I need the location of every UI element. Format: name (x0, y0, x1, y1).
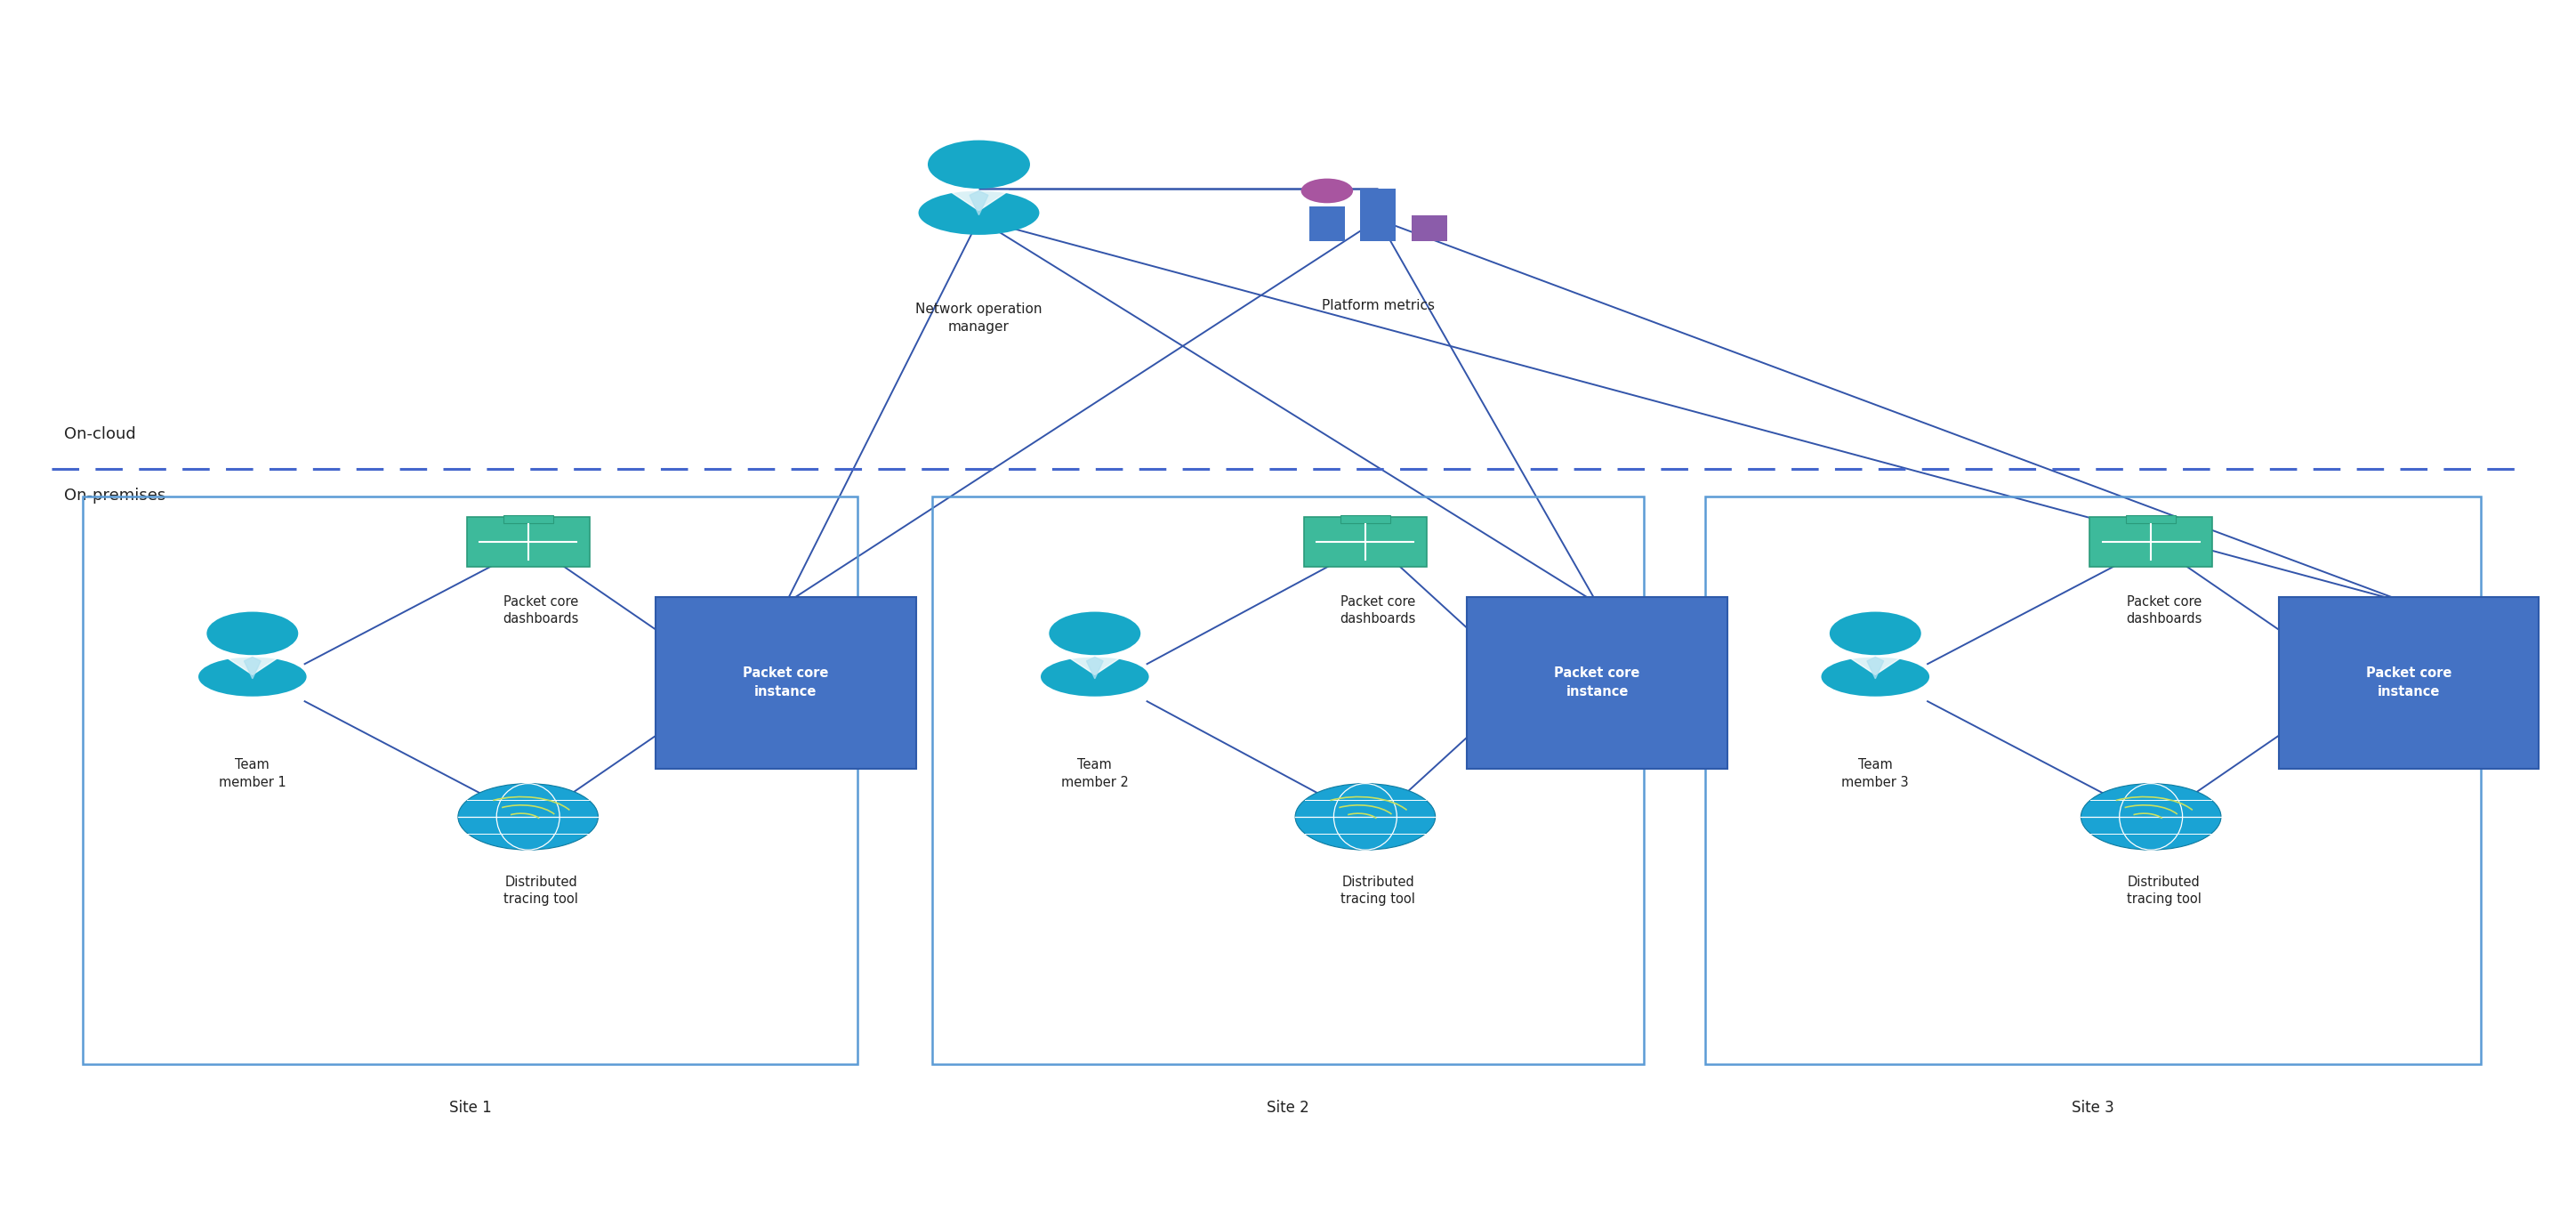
Circle shape (1301, 178, 1352, 204)
FancyBboxPatch shape (2089, 517, 2213, 567)
Polygon shape (948, 191, 1010, 211)
Circle shape (1296, 784, 1435, 850)
Text: Distributed
tracing tool: Distributed tracing tool (505, 875, 577, 906)
FancyBboxPatch shape (2280, 597, 2540, 769)
Text: Distributed
tracing tool: Distributed tracing tool (2128, 875, 2200, 906)
Text: Packet core
instance: Packet core instance (742, 667, 829, 698)
Circle shape (927, 140, 1030, 189)
FancyBboxPatch shape (654, 597, 917, 769)
FancyBboxPatch shape (1468, 597, 1726, 769)
Circle shape (459, 784, 598, 850)
Text: Team
member 2: Team member 2 (1061, 758, 1128, 789)
Circle shape (1048, 612, 1141, 655)
Polygon shape (1868, 657, 1883, 679)
FancyBboxPatch shape (1303, 517, 1427, 567)
Polygon shape (1087, 657, 1103, 679)
Text: On-cloud: On-cloud (64, 427, 137, 442)
Circle shape (206, 612, 299, 655)
Bar (1412, 215, 1448, 241)
Ellipse shape (198, 657, 307, 696)
Bar (1360, 189, 1396, 241)
Ellipse shape (920, 191, 1038, 235)
Text: Site 2: Site 2 (1267, 1100, 1309, 1115)
Text: On-premises: On-premises (64, 488, 165, 503)
Bar (1309, 206, 1345, 241)
FancyBboxPatch shape (1340, 514, 1391, 523)
Text: Packet core
dashboards: Packet core dashboards (502, 595, 580, 625)
Polygon shape (1069, 657, 1121, 675)
Polygon shape (1850, 657, 1901, 675)
Text: Site 1: Site 1 (448, 1100, 492, 1115)
Circle shape (2081, 784, 2221, 850)
Circle shape (1829, 612, 1922, 655)
Text: Platform metrics: Platform metrics (1321, 299, 1435, 312)
FancyBboxPatch shape (502, 514, 554, 523)
Polygon shape (227, 657, 278, 675)
Polygon shape (969, 191, 989, 215)
FancyBboxPatch shape (2125, 514, 2177, 523)
Polygon shape (245, 657, 260, 679)
Text: Distributed
tracing tool: Distributed tracing tool (1342, 875, 1414, 906)
Text: Network operation
manager: Network operation manager (914, 302, 1043, 333)
Ellipse shape (1821, 657, 1929, 696)
Text: Team
member 3: Team member 3 (1842, 758, 1909, 789)
FancyBboxPatch shape (466, 517, 590, 567)
Text: Packet core
dashboards: Packet core dashboards (1340, 595, 1417, 625)
Text: Team
member 1: Team member 1 (219, 758, 286, 789)
Text: Packet core
instance: Packet core instance (1553, 667, 1641, 698)
Ellipse shape (1041, 657, 1149, 696)
Text: Packet core
instance: Packet core instance (2365, 667, 2452, 698)
Text: Site 3: Site 3 (2071, 1100, 2115, 1115)
Text: Packet core
dashboards: Packet core dashboards (2125, 595, 2202, 625)
